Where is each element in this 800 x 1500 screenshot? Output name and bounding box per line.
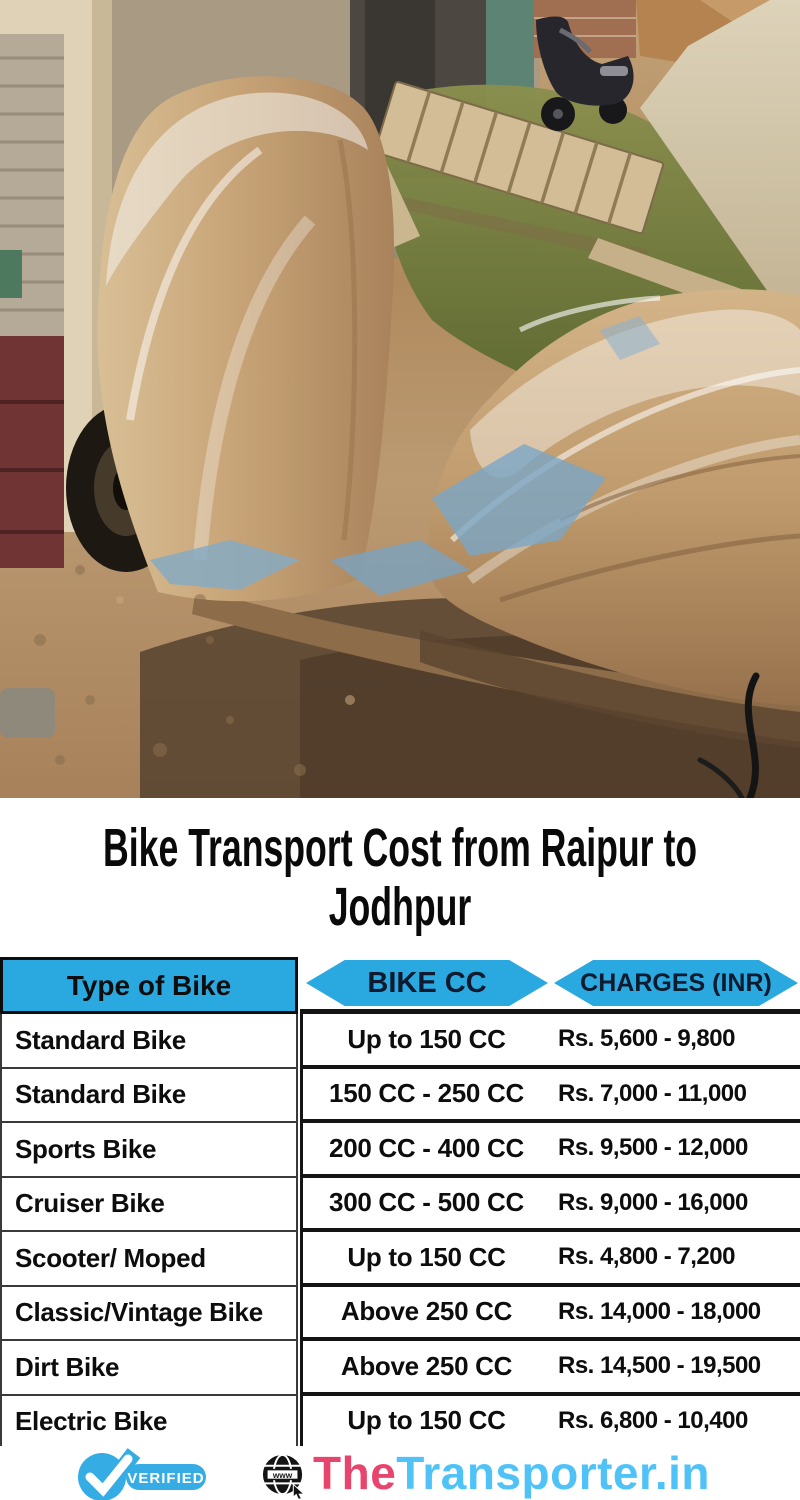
charges-cell: Rs. 7,000 - 11,000 xyxy=(558,1079,747,1107)
page-title: Bike Transport Cost from Raipur to Jodhp… xyxy=(0,800,800,956)
cable xyxy=(697,672,760,798)
header-divider xyxy=(300,1009,800,1014)
background-scooter xyxy=(536,16,634,131)
bike-type-cell: Sports Bike xyxy=(2,1123,296,1178)
table-row: 300 CC - 500 CC Rs. 9,000 - 16,000 xyxy=(300,1177,800,1232)
bike-type-cell: Standard Bike xyxy=(2,1014,296,1069)
www-globe-icon: www xyxy=(262,1453,306,1499)
cc-charges-section: BIKE CC CHARGES (INR) Up to 150 CC Rs. 5… xyxy=(300,957,800,1450)
bike-type-cell: Standard Bike xyxy=(2,1068,296,1123)
column-header-charges: CHARGES (INR) xyxy=(554,960,798,1006)
column-header-type: Type of Bike xyxy=(0,957,298,1014)
globe-label: www xyxy=(272,1470,293,1480)
table-row: Above 250 CC Rs. 14,500 - 19,500 xyxy=(300,1341,800,1396)
brand-logo: The Transporter.in xyxy=(313,1446,710,1500)
charges-cell: Rs. 14,000 - 18,000 xyxy=(558,1297,761,1325)
verified-label: VERIFIED xyxy=(127,1470,204,1487)
table-header-row: BIKE CC CHARGES (INR) xyxy=(300,957,800,1009)
footer: VERIFIED www The Transporter.in xyxy=(0,1446,800,1500)
wrapped-handlebar xyxy=(97,76,470,602)
cc-cell: Above 250 CC xyxy=(340,1296,513,1327)
title-line-1: Bike Transport Cost from Raipur to xyxy=(102,817,698,878)
charges-cell: Rs. 9,000 - 16,000 xyxy=(558,1188,748,1216)
bike-type-cell: Dirt Bike xyxy=(2,1341,296,1396)
bike-type-cell: Cruiser Bike xyxy=(2,1177,296,1232)
charges-cell: Rs. 6,800 - 10,400 xyxy=(558,1406,748,1434)
cc-cell: Above 250 CC xyxy=(340,1350,513,1381)
table-row: Up to 150 CC Rs. 6,800 - 10,400 xyxy=(300,1395,800,1450)
bike-type-cell: Classic/Vintage Bike xyxy=(2,1286,296,1341)
concrete-road xyxy=(640,0,800,338)
charges-cell: Rs. 9,500 - 12,000 xyxy=(558,1134,748,1162)
table-row: 150 CC - 250 CC Rs. 7,000 - 11,000 xyxy=(300,1068,800,1123)
type-of-bike-column: Type of Bike Standard Bike Standard Bike… xyxy=(0,957,298,1450)
bike-type-cell: Electric Bike xyxy=(2,1395,296,1450)
verified-badge-icon: VERIFIED xyxy=(78,1448,206,1500)
table-row: 200 CC - 400 CC Rs. 9,500 - 12,000 xyxy=(300,1123,800,1178)
pebbles xyxy=(34,565,355,776)
column-header-cc: BIKE CC xyxy=(306,960,548,1006)
cc-cell: Up to 150 CC xyxy=(347,1241,506,1272)
wrapped-body xyxy=(420,289,800,748)
table-row: Above 250 CC Rs. 14,000 - 18,000 xyxy=(300,1286,800,1341)
charges-cell: Rs. 4,800 - 7,200 xyxy=(558,1243,735,1271)
cc-cell: 300 CC - 500 CC xyxy=(329,1187,524,1218)
price-table: Type of Bike Standard Bike Standard Bike… xyxy=(0,957,800,1450)
charges-cell: Rs. 5,600 - 9,800 xyxy=(558,1025,735,1053)
street-photo-illustration xyxy=(0,0,800,798)
bike-type-cell: Scooter/ Moped xyxy=(2,1232,296,1287)
title-line-2: Jodhpur xyxy=(328,877,472,937)
brand-part-transporter: Transporter.in xyxy=(396,1447,711,1499)
charges-cell: Rs. 14,500 - 19,500 xyxy=(558,1352,761,1380)
table-row: Up to 150 CC Rs. 4,800 - 7,200 xyxy=(300,1232,800,1287)
brand-part-the: The xyxy=(313,1447,397,1499)
cc-cell: Up to 150 CC xyxy=(347,1023,506,1054)
street-photo xyxy=(0,0,800,798)
cc-cell: 200 CC - 400 CC xyxy=(329,1132,524,1163)
cc-cell: Up to 150 CC xyxy=(347,1405,506,1436)
cc-cell: 150 CC - 250 CC xyxy=(329,1078,524,1109)
table-row: Up to 150 CC Rs. 5,600 - 9,800 xyxy=(300,1014,800,1069)
